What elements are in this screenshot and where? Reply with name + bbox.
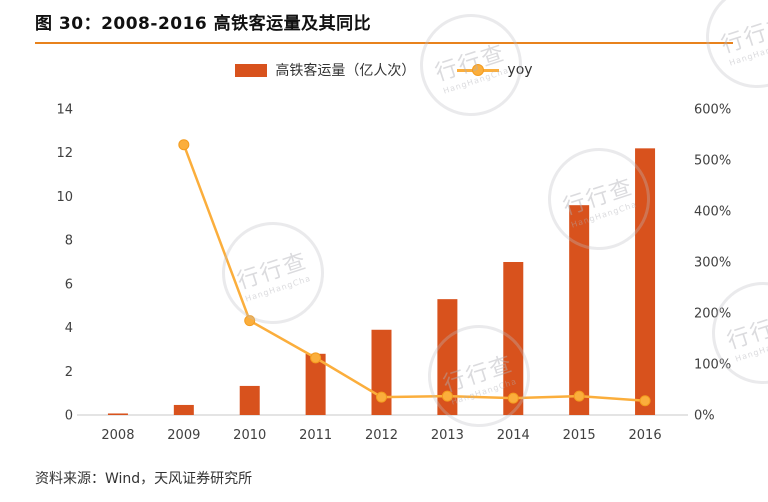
source-note: 资料来源：Wind，天风证券研究所 <box>35 471 253 487</box>
svg-text:2008: 2008 <box>101 428 134 443</box>
line-marker-icon <box>472 64 485 76</box>
chart-legend: 高铁客运量（亿人次） yoy <box>0 60 768 80</box>
figure-title: 图 30：2008-2016 高铁客运量及其同比 <box>35 14 372 34</box>
svg-text:4: 4 <box>65 321 73 336</box>
svg-text:600%: 600% <box>694 103 731 118</box>
svg-text:8: 8 <box>65 234 73 249</box>
title-divider <box>35 42 733 44</box>
svg-text:500%: 500% <box>694 154 731 169</box>
svg-text:2009: 2009 <box>167 428 200 443</box>
legend-line-label: yoy <box>507 62 533 78</box>
chart-plot: 0 2 4 6 8 10 12 14 0% 100% 200% 300% 400% 500% 600% 200… <box>56 103 731 444</box>
svg-text:2015: 2015 <box>563 428 596 443</box>
bar-swatch-icon <box>235 63 268 77</box>
svg-text:2016: 2016 <box>629 428 662 443</box>
svg-text:400%: 400% <box>694 205 731 220</box>
svg-text:300%: 300% <box>694 256 731 271</box>
legend-item-line: yoy <box>457 62 533 78</box>
svg-text:2013: 2013 <box>431 428 464 443</box>
line-swatch-icon <box>457 64 500 76</box>
watermark: 行行查 HangHangCha <box>692 0 768 102</box>
svg-text:2012: 2012 <box>365 428 398 443</box>
svg-text:0%: 0% <box>694 409 715 424</box>
svg-text:2014: 2014 <box>497 428 530 443</box>
svg-text:2010: 2010 <box>233 428 266 443</box>
svg-text:2: 2 <box>65 365 73 380</box>
legend-bar-label: 高铁客运量（亿人次） <box>275 63 416 79</box>
svg-text:6: 6 <box>65 277 73 292</box>
svg-text:10: 10 <box>56 190 73 205</box>
svg-text:0: 0 <box>65 409 73 424</box>
svg-text:12: 12 <box>56 146 73 161</box>
svg-text:14: 14 <box>56 103 73 118</box>
svg-text:100%: 100% <box>694 358 731 373</box>
svg-text:200%: 200% <box>694 307 731 322</box>
svg-text:2011: 2011 <box>299 428 332 443</box>
legend-item-bar: 高铁客运量（亿人次） <box>235 60 415 80</box>
